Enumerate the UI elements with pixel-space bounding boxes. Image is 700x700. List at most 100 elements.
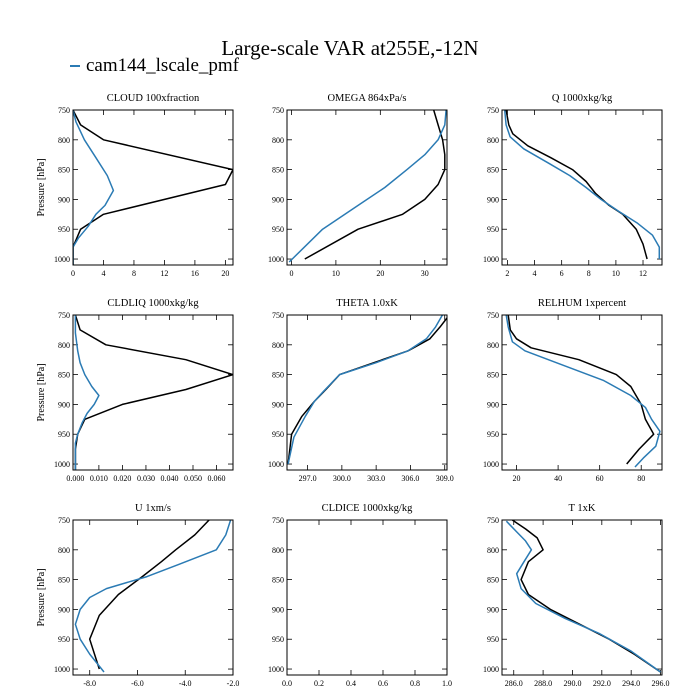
plot-frame (501, 519, 663, 676)
plot-frame (286, 109, 448, 266)
y-tick-label: 750 (487, 106, 499, 115)
x-tick-label: 0 (71, 269, 75, 278)
x-tick-label: 1.0 (442, 679, 452, 688)
x-tick-label: 296.0 (652, 679, 670, 688)
x-tick-label: 306.0 (401, 474, 419, 483)
x-tick-label: 288.0 (534, 679, 552, 688)
y-tick-label: 1000 (54, 255, 70, 264)
x-tick-label: 0.020 (113, 474, 131, 483)
panel-title: CLOUD 100xfraction (107, 93, 200, 104)
series-line (74, 520, 232, 673)
x-tick-label: 0.000 (66, 474, 84, 483)
plot-frame (72, 519, 234, 676)
series-line (73, 110, 233, 265)
y-tick-label: 800 (272, 136, 284, 145)
y-tick-label: 750 (58, 311, 70, 320)
y-axis-label: Pressure [hPa] (36, 363, 47, 421)
y-tick-label: 850 (487, 576, 499, 585)
y-tick-label: 950 (272, 225, 284, 234)
panel-title: Q 1000xkg/kg (552, 93, 613, 104)
y-tick-label: 850 (487, 371, 499, 380)
x-tick-label: 0.010 (90, 474, 108, 483)
y-tick-label: 950 (487, 225, 499, 234)
y-tick-label: 950 (58, 430, 70, 439)
y-tick-label: 800 (58, 546, 70, 555)
x-tick-label: 4 (533, 269, 537, 278)
y-tick-label: 950 (58, 635, 70, 644)
y-tick-label: 950 (272, 430, 284, 439)
y-tick-label: 850 (272, 576, 284, 585)
y-tick-label: 1000 (268, 665, 284, 674)
chart-panel: OMEGA 864xPa/s 750 800 850 900 950 1000 0 10 20 30 (268, 93, 448, 278)
plot-frame (501, 314, 663, 471)
x-tick-label: 292.0 (593, 679, 611, 688)
x-tick-label: -2.0 (227, 679, 240, 688)
plot-frame (286, 519, 448, 676)
x-tick-label: 60 (596, 474, 604, 483)
panel-title: U 1xm/s (135, 503, 171, 514)
legend-label: cam144_lscale_pmf (86, 55, 240, 76)
plot-frame (286, 314, 448, 471)
y-tick-label: 900 (58, 195, 70, 204)
y-tick-label: 750 (272, 516, 284, 525)
series-line (74, 315, 233, 470)
y-tick-label: 900 (58, 400, 70, 409)
panel-title: OMEGA 864xPa/s (327, 93, 406, 104)
x-tick-label: 12 (160, 269, 168, 278)
y-tick-label: 750 (58, 106, 70, 115)
series-line (88, 520, 210, 670)
y-tick-label: 900 (487, 605, 499, 614)
x-tick-label: 4 (101, 269, 105, 278)
y-tick-label: 1000 (483, 255, 499, 264)
y-tick-label: 800 (487, 341, 499, 350)
y-tick-label: 850 (272, 166, 284, 175)
y-axis-label: Pressure [hPa] (36, 158, 47, 216)
x-tick-label: 0.8 (410, 679, 420, 688)
x-tick-label: 12 (639, 269, 647, 278)
chart-panel: THETA 1.0xK 750 800 850 900 950 1000 297.0 300.0… (268, 298, 454, 483)
y-tick-label: 800 (58, 341, 70, 350)
y-tick-label: 750 (58, 516, 70, 525)
chart-panel: CLDLIQ 1000xkg/kg Pressure [hPa] 750 800 850… (36, 298, 234, 483)
plot-frame (72, 109, 234, 266)
figure-title: Large-scale VAR at255E,-12N (221, 36, 479, 60)
y-tick-label: 900 (487, 400, 499, 409)
x-tick-label: -6.0 (131, 679, 144, 688)
y-tick-label: 1000 (483, 665, 499, 674)
y-tick-label: 800 (487, 136, 499, 145)
y-tick-label: 800 (272, 546, 284, 555)
y-tick-label: 850 (58, 166, 70, 175)
x-tick-label: 286.0 (505, 679, 523, 688)
x-tick-label: 6 (560, 269, 564, 278)
y-tick-label: 900 (58, 605, 70, 614)
x-tick-label: 0.4 (346, 679, 356, 688)
y-tick-label: 750 (487, 311, 499, 320)
y-tick-label: 950 (487, 430, 499, 439)
panel-title: THETA 1.0xK (336, 298, 398, 309)
y-tick-label: 950 (272, 635, 284, 644)
panel-title: T 1xK (569, 503, 596, 514)
x-tick-label: 10 (612, 269, 620, 278)
y-tick-label: 750 (487, 516, 499, 525)
x-tick-label: 0.2 (314, 679, 324, 688)
series-line (73, 110, 115, 265)
series-line (74, 315, 100, 470)
y-tick-label: 800 (487, 546, 499, 555)
x-tick-label: 290.0 (563, 679, 581, 688)
y-tick-label: 750 (272, 311, 284, 320)
x-tick-label: 0.6 (378, 679, 388, 688)
y-tick-label: 950 (487, 635, 499, 644)
panel-title: CLDICE 1000xkg/kg (322, 503, 413, 514)
x-tick-label: 300.0 (333, 474, 351, 483)
y-tick-label: 750 (272, 106, 284, 115)
x-tick-label: 20 (221, 269, 229, 278)
series-line (503, 110, 661, 259)
x-tick-label: 2 (505, 269, 509, 278)
plot-frame (501, 109, 663, 266)
x-tick-label: -8.0 (83, 679, 96, 688)
x-tick-label: 309.0 (436, 474, 454, 483)
x-tick-label: 80 (637, 474, 645, 483)
y-axis-label: Pressure [hPa] (36, 568, 47, 626)
chart-panel: T 1xK 750 800 850 900 950 1000 286.0 288.0 290.0 2… (483, 503, 670, 688)
x-tick-label: 0.060 (208, 474, 226, 483)
